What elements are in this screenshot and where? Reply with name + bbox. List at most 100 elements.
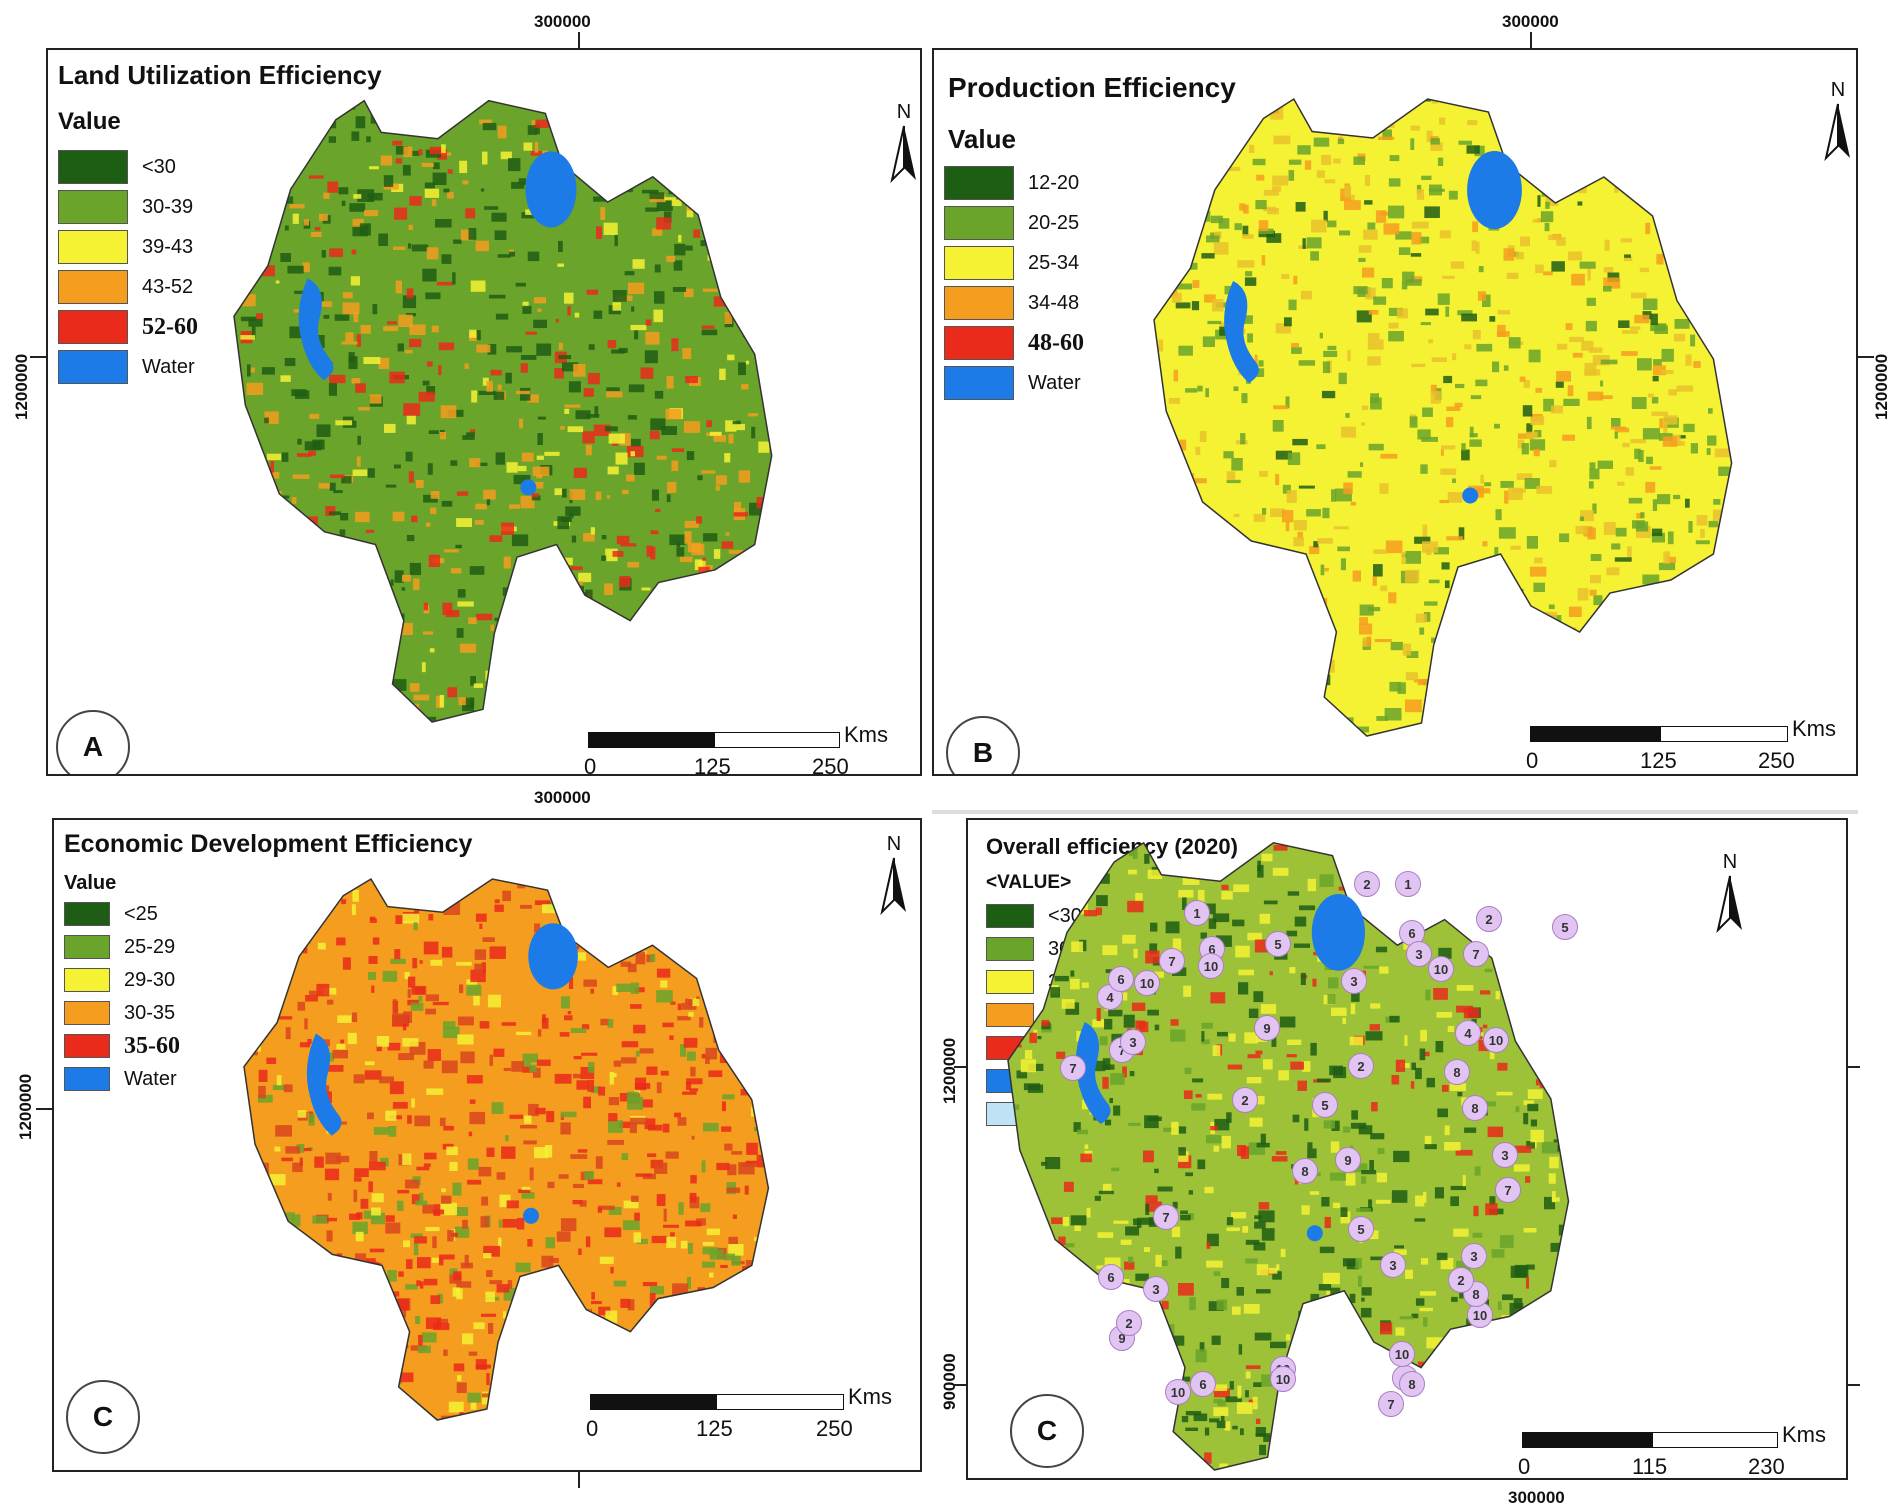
legend-label: 48-60 [1028,329,1084,356]
zone-badge: 3 [1341,968,1367,994]
legend-item: 34-48 [944,286,1079,320]
water-pond [523,1207,539,1224]
legend-swatch [58,150,128,184]
legend-item: 20-25 [944,206,1079,240]
legend-item: Water [58,350,195,384]
water-pond [1462,487,1479,504]
coord-tick [1848,1384,1860,1386]
panel-title: Production Efficiency [948,72,1236,103]
zone-badge: 8 [1444,1059,1470,1085]
panel-label-circle: B [946,716,1020,774]
zone-badge: 1 [1184,900,1210,926]
zone-badge: 5 [1265,931,1291,957]
zone-badge: 10 [1198,953,1224,979]
scale-tick-2: 250 [816,1416,853,1441]
zone-badge: 3 [1143,1276,1169,1302]
legend-swatch [64,968,110,992]
panel-title: Overall efficiency (2020) [986,834,1238,859]
zone-badge: 7 [1495,1177,1521,1203]
zone-badge: 2 [1348,1053,1374,1079]
legend-swatch [64,935,110,959]
coord-label-side: 1200000 [1872,353,1891,420]
legend-swatch [64,1001,110,1025]
water-lake [525,151,577,228]
scale-tick-1: 125 [696,1416,733,1441]
panel-label-circle: C [1010,1394,1084,1468]
zone-badge: 9 [1254,1015,1280,1041]
legend-swatch [58,270,128,304]
zone-badge: 4 [1455,1020,1481,1046]
zone-badge: 7 [1378,1391,1404,1417]
legend-label: 39-43 [142,235,194,258]
legend-swatch [986,904,1034,928]
legend-heading: <VALUE> [986,872,1072,893]
legend-item: <30 [986,904,1082,928]
legend-heading: Value [948,124,1016,154]
legend-swatch [58,230,128,264]
north-arrow-icon: N [890,101,916,184]
water-lake [528,923,578,990]
water-lake [1467,151,1522,229]
panel-overall-efficiency: Overall efficiency (2020) <VALUE> <3030-… [966,818,1848,1480]
legend-label: 25-29 [124,935,176,958]
scale-tick-0: 0 [584,754,597,776]
region-outline [243,877,770,1421]
svg-text:N: N [887,833,901,855]
panel-economic-development: Economic Development Efficiency Value <2… [52,818,922,1472]
coord-tick [578,1472,580,1488]
scale-unit: Kms [848,1384,892,1409]
svg-text:N: N [1831,79,1845,101]
zone-badge: 3 [1380,1252,1406,1278]
legend-label: 29-30 [124,968,176,991]
zone-badge: 2 [1448,1267,1474,1293]
legend-swatch [58,190,128,224]
zone-badge: 7 [1159,948,1185,974]
scale-tick-0: 0 [586,1416,599,1441]
region-fill [1154,99,1732,736]
scale-tick-1: 125 [1640,748,1677,773]
legend-item: <25 [64,902,158,926]
legend-item: 25-34 [944,246,1079,280]
zone-badge: 2 [1476,906,1502,932]
zone-badge: 10 [1483,1027,1509,1053]
panel-label-circle: C [66,1380,140,1454]
zone-badge: 3 [1120,1029,1146,1055]
scale-unit: Kms [844,722,888,747]
legend-swatch [986,937,1034,961]
scale-unit: Kms [1792,716,1836,741]
zone-badge: 7 [1153,1204,1179,1230]
divider [932,810,1858,814]
zone-badge: 8 [1292,1158,1318,1184]
legend-swatch [944,206,1014,240]
legend-heading: Value [58,108,121,135]
legend-item: 43-52 [58,270,193,304]
zone-badge: 10 [1165,1379,1191,1405]
legend-swatch [944,246,1014,280]
zone-badge: 8 [1462,1095,1488,1121]
coord-tick [954,1066,966,1068]
legend-label: <25 [124,902,158,925]
coord-tick [1848,1066,1860,1068]
legend-item: 25-29 [64,935,175,959]
svg-text:N: N [1723,851,1737,873]
panel-label-circle: A [56,710,130,774]
coord-tick [36,1108,52,1110]
efficiency-map [1153,97,1733,737]
zone-badge: 10 [1428,956,1454,982]
region-outline [1007,841,1570,1471]
water-lake [1311,894,1365,971]
water-pond [520,479,537,496]
legend-item: 39-43 [58,230,193,264]
legend-label: Water [1028,371,1081,394]
coord-tick [578,32,580,48]
zone-badge: 6 [1098,1264,1124,1290]
water-reservoir [298,278,334,381]
zone-badge: 3 [1406,941,1432,967]
scale-bar: Kms 0 115 230 [1518,1422,1846,1478]
legend-item: 30-35 [64,1001,175,1025]
panel-land-utilization: Land Utilization Efficiency Value <30 30-… [46,48,922,776]
coord-label-top: 300000 [534,12,591,31]
zone-badge: 6 [1108,966,1134,992]
zone-badge: 10 [1389,1341,1415,1367]
zone-badge: 9 [1335,1147,1361,1173]
